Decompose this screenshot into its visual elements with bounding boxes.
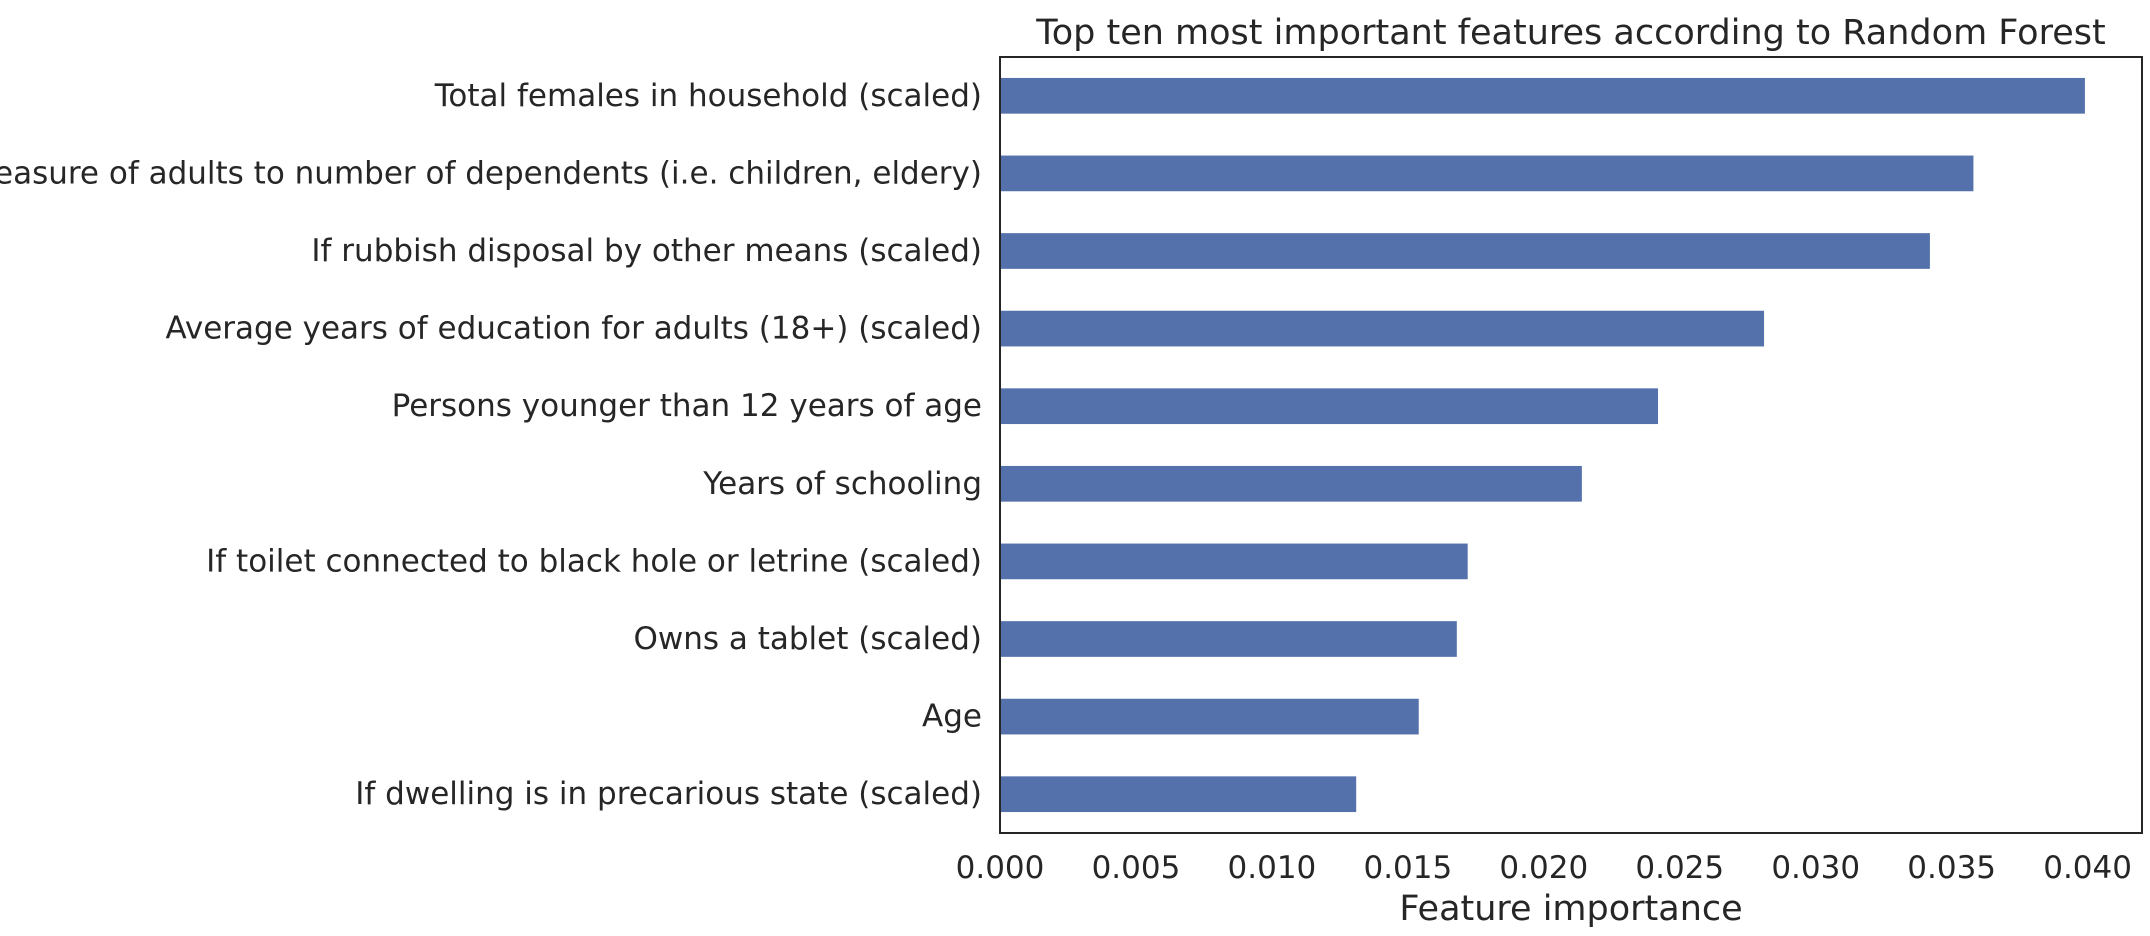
x-axis-label: Feature importance	[1399, 889, 1742, 929]
bar	[1000, 465, 1582, 502]
category-label: Persons younger than 12 years of age	[392, 388, 982, 424]
x-tick-label: 0.015	[1363, 850, 1452, 886]
category-label: Owns a tablet (scaled)	[633, 621, 982, 657]
category-label: Age	[922, 699, 982, 735]
x-ticks-group: 0.000 0.005 0.010 0.015 0.020 0.025 0.030 0.035…	[956, 850, 2132, 886]
category-label: If rubbish disposal by other means (scal…	[311, 233, 982, 269]
bar	[1000, 233, 1930, 269]
bar	[1000, 621, 1457, 657]
x-tick-label: 0.035	[1907, 850, 1996, 886]
bar	[1000, 77, 2085, 114]
x-tick-label: 0.010	[1228, 850, 1317, 886]
x-tick-label: 0.005	[1092, 850, 1181, 886]
plot-frame	[999, 56, 2143, 834]
category-label: Total females in household (scaled)	[434, 78, 982, 114]
bar	[1000, 310, 1765, 347]
x-tick-label: 0.030	[1771, 850, 1860, 886]
bar	[1000, 698, 1419, 735]
category-label: Years of schooling	[702, 466, 982, 502]
category-label: Average years of education for adults (1…	[165, 311, 982, 347]
category-label: Measure of adults to number of dependent…	[0, 155, 982, 191]
x-tick-label: 0.000	[956, 850, 1045, 886]
x-tick-label: 0.020	[1499, 850, 1588, 886]
bar	[1000, 388, 1659, 425]
bar	[1000, 543, 1468, 580]
category-label: If dwelling is in precarious state (scal…	[355, 776, 982, 812]
category-label: If toilet connected to black hole or let…	[206, 543, 982, 579]
x-tick-label: 0.040	[2043, 850, 2132, 886]
x-tick-label: 0.025	[1635, 850, 1724, 886]
bars-group	[1000, 77, 2085, 813]
chart-title: Top ten most important features accordin…	[1035, 13, 2105, 53]
bar	[1000, 155, 1974, 192]
bar	[1000, 776, 1357, 813]
category-labels-group: Total females in household (scaled) Measu…	[0, 78, 982, 812]
